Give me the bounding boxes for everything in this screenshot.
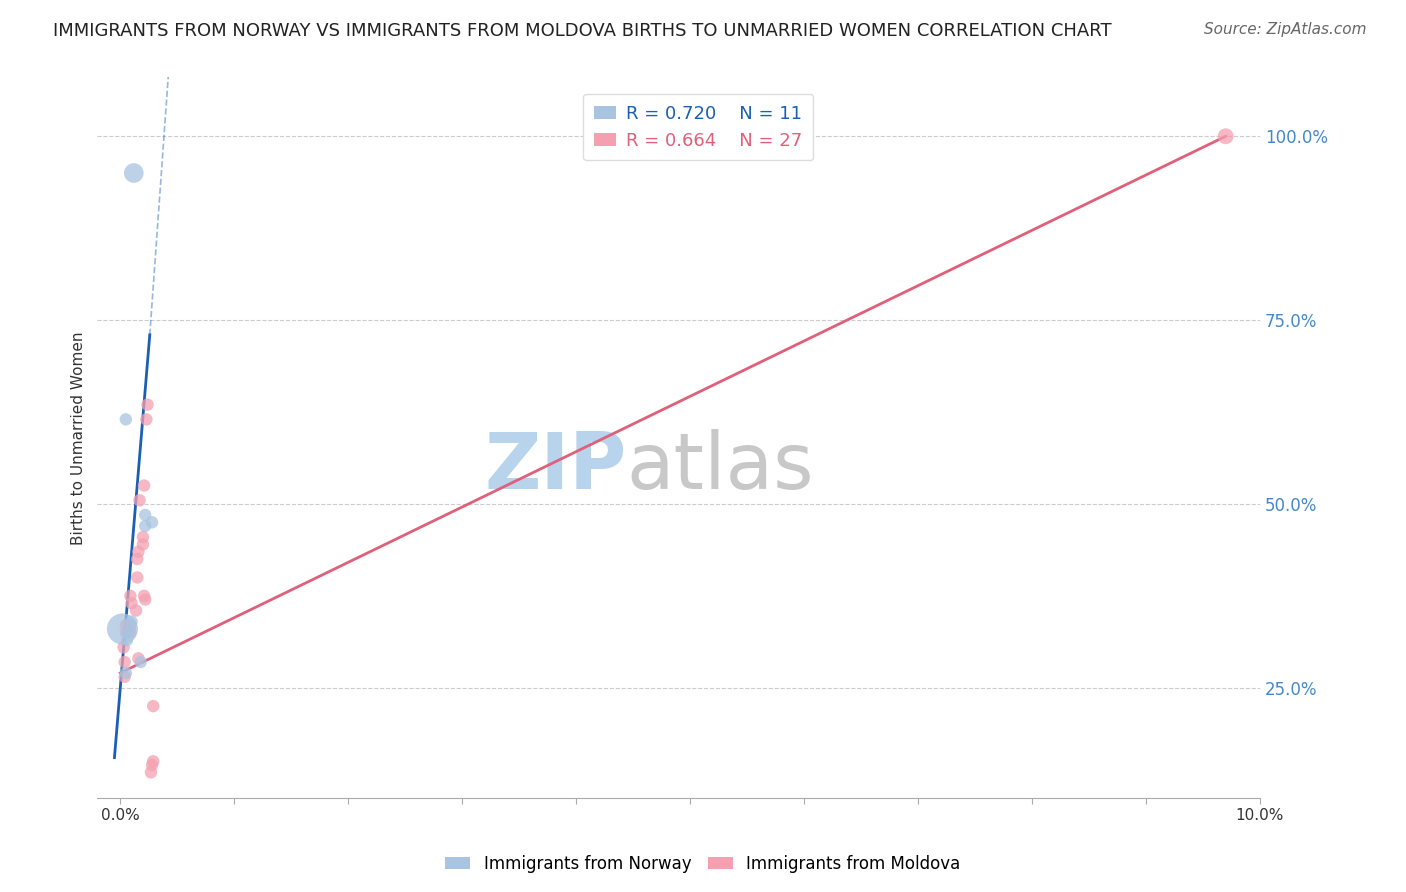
Point: [132, 530, 155, 544]
Point: [112, 640, 135, 655]
Point: [115, 666, 138, 681]
Point: [141, 758, 163, 772]
Point: [134, 508, 156, 522]
Point: [1215, 129, 1237, 144]
Point: [122, 166, 145, 180]
Text: Source: ZipAtlas.com: Source: ZipAtlas.com: [1204, 22, 1367, 37]
Point: [115, 625, 138, 640]
Legend: R = 0.720    N = 11, R = 0.664    N = 27: R = 0.720 N = 11, R = 0.664 N = 27: [583, 94, 814, 161]
Point: [115, 412, 138, 426]
Point: [117, 625, 139, 640]
Point: [120, 625, 142, 640]
Point: [127, 570, 149, 584]
Point: [142, 699, 165, 714]
Text: atlas: atlas: [626, 428, 814, 505]
Y-axis label: Births to Unmarried Women: Births to Unmarried Women: [72, 331, 86, 544]
Point: [141, 516, 163, 530]
Point: [132, 478, 155, 492]
Point: [127, 651, 149, 665]
Point: [115, 632, 138, 647]
Point: [135, 412, 157, 426]
Point: [114, 670, 136, 684]
Point: [128, 493, 150, 508]
Point: [142, 754, 165, 768]
Point: [120, 618, 142, 632]
Point: [121, 615, 143, 629]
Point: [132, 537, 155, 551]
Point: [134, 519, 156, 533]
Point: [120, 589, 142, 603]
Point: [114, 655, 136, 669]
Point: [121, 596, 143, 610]
Point: [125, 603, 148, 617]
Text: IMMIGRANTS FROM NORWAY VS IMMIGRANTS FROM MOLDOVA BIRTHS TO UNMARRIED WOMEN CORR: IMMIGRANTS FROM NORWAY VS IMMIGRANTS FRO…: [53, 22, 1112, 40]
Point: [127, 552, 149, 566]
Point: [127, 545, 149, 559]
Point: [132, 589, 155, 603]
Point: [129, 655, 152, 669]
Point: [139, 765, 162, 780]
Point: [136, 398, 159, 412]
Legend: Immigrants from Norway, Immigrants from Moldova: Immigrants from Norway, Immigrants from …: [439, 848, 967, 880]
Point: [115, 618, 138, 632]
Text: ZIP: ZIP: [484, 428, 626, 505]
Point: [111, 622, 134, 636]
Point: [134, 592, 156, 607]
